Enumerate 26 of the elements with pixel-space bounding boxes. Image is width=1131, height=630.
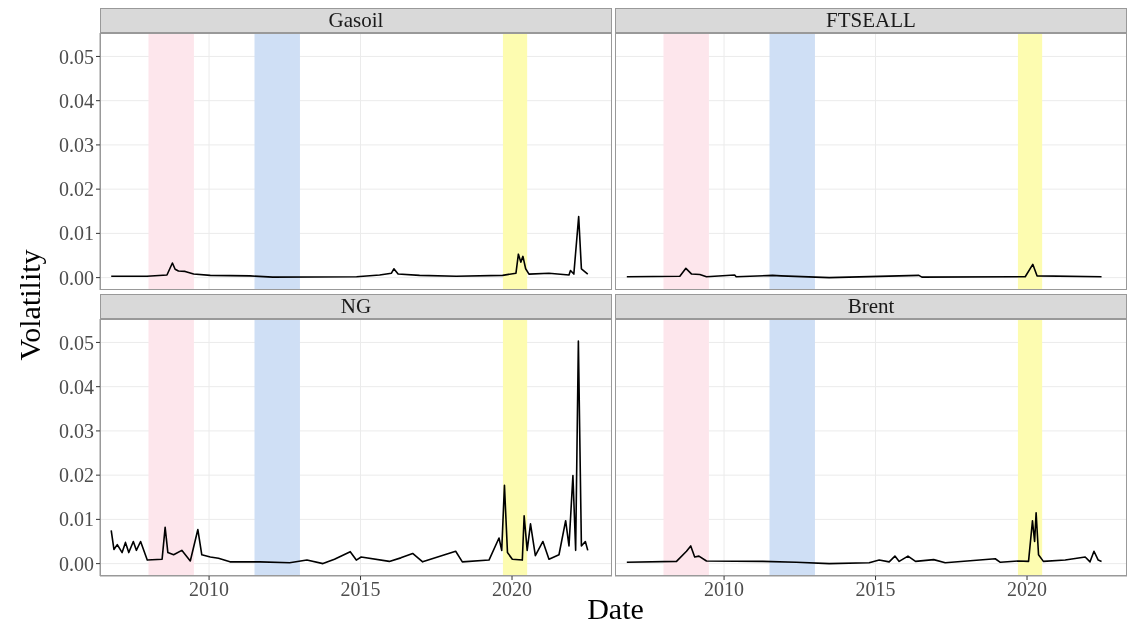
y-tick-label: 0.01 (59, 222, 94, 245)
y-tick-label: 0.04 (59, 375, 94, 398)
chart-title: FTSEALL (615, 8, 1127, 33)
y-tick-label: 0.04 (59, 89, 94, 112)
y-tick-label: 0.05 (59, 331, 94, 354)
chart-title: Gasoil (100, 8, 612, 33)
y-tick-label: 0.02 (59, 464, 94, 487)
line-series (110, 340, 589, 565)
x-tick-label: 2015 (855, 578, 896, 601)
line-series (110, 215, 589, 278)
chart-title: Brent (615, 294, 1127, 319)
x-tick-label: 2010 (704, 578, 745, 601)
x-tick-label: 2020 (1007, 578, 1048, 601)
x-tick-label: 2020 (492, 578, 533, 601)
y-tick-label: 0.03 (59, 134, 94, 157)
y-tick-label: 0.01 (59, 508, 94, 531)
y-tick-label: 0.00 (59, 552, 94, 575)
y-tick-label: 0.02 (59, 178, 94, 201)
chart-title: NG (100, 294, 612, 319)
y-tick-label: 0.05 (59, 45, 94, 68)
y-tick-label: 0.03 (59, 420, 94, 443)
x-tick-label: 2015 (340, 578, 381, 601)
x-axis-title: Date (587, 592, 644, 625)
x-tick-label: 2010 (189, 578, 230, 601)
y-axis-title: Volatility (13, 249, 47, 361)
y-tick-label: 0.00 (59, 266, 94, 289)
